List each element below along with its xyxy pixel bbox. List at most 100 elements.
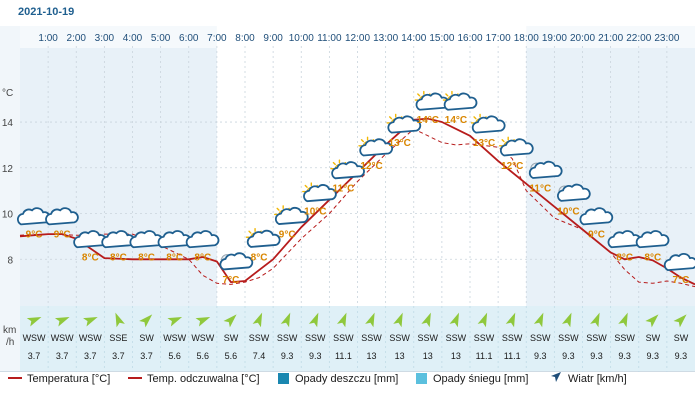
y-tick-label: 14 (2, 118, 14, 129)
wind-arrow-icon (449, 312, 459, 328)
wind-arrow-icon (673, 314, 687, 328)
wind-arrow-icon (83, 316, 98, 327)
wind-direction-label: SSW (389, 333, 410, 343)
wind-speed-label: 9.3 (675, 351, 688, 361)
hour-label: 5:00 (151, 33, 171, 44)
wind-arrow-icon (115, 312, 125, 328)
wind-arrow-icon (252, 312, 263, 328)
wind-direction-label: WSW (79, 333, 102, 343)
wind-arrow-icon (477, 312, 488, 328)
wind-direction-label: WSW (163, 333, 186, 343)
wind-unit-label: km (3, 325, 16, 336)
night-cloud-icon (528, 160, 563, 179)
wind-direction-label: SSE (109, 333, 127, 343)
sun-cloud-icon (470, 113, 506, 134)
hour-label: 19:00 (542, 33, 567, 44)
y-axis-strip (0, 26, 20, 372)
wind-speed-label: 5.6 (197, 351, 210, 361)
temperature-label: 8°C (166, 252, 183, 263)
y-tick-label: 12 (2, 164, 14, 175)
hour-label: 4:00 (123, 33, 143, 44)
wind-speed-label: 9.3 (618, 351, 631, 361)
wind-speed-label: 13 (423, 351, 433, 361)
temperature-label: 7°C (223, 275, 240, 286)
wind-speed-label: 3.7 (84, 351, 97, 361)
wind-arrow-icon (645, 314, 659, 328)
temperature-label: 9°C (54, 229, 71, 240)
wind-arrow-icon (365, 312, 375, 328)
temperature-label: 8°C (138, 252, 155, 263)
hour-label: 14:00 (401, 33, 426, 44)
temperature-label: 12°C (360, 161, 382, 172)
wind-speed-label: 3.7 (112, 351, 125, 361)
hourly-temperature-chart: 1:00 2:00 3:00 4:00 5:00 6:00 7:00 8:00 9:00 10:0… (0, 26, 695, 372)
wind-speed-label: 3.7 (56, 351, 69, 361)
temperature-label: 8°C (110, 252, 127, 263)
wind-speed-label: 3.7 (28, 351, 41, 361)
hour-label: 8:00 (235, 33, 255, 44)
wind-speed-label: 9.3 (281, 351, 294, 361)
legend-feels-like: Temp. odczuwalna [°C] (128, 372, 260, 386)
y-tick-label: 10 (2, 210, 14, 221)
hour-header-background (20, 26, 695, 48)
night-cloud-icon (557, 183, 591, 202)
temperature-label: 10°C (557, 207, 579, 218)
sun-cloud-icon (442, 90, 478, 111)
forecast-date: 2021-10-19 (18, 6, 75, 18)
hour-label: 20:00 (570, 33, 595, 44)
wind-arrow-icon (533, 312, 544, 328)
temperature-label: 8°C (616, 252, 633, 263)
y-tick-label: 8 (7, 255, 13, 266)
hour-label: 2:00 (67, 33, 87, 44)
wind-arrow-icon (54, 316, 70, 327)
hour-label: 10:00 (289, 33, 314, 44)
hour-label: 3:00 (95, 33, 115, 44)
wind-direction-label: SSW (502, 333, 523, 343)
legend-wind: Wiatr [km/h] (550, 372, 627, 386)
cloud-icon (45, 207, 79, 226)
wind-speed-label: 11.1 (476, 351, 493, 361)
sun-cloud-icon (330, 159, 365, 180)
temperature-label: 9°C (279, 229, 296, 240)
temperature-label: 12°C (501, 161, 523, 172)
y-unit-label: °C (2, 88, 13, 99)
temperature-label: 8°C (194, 252, 211, 263)
wind-direction-label: SSW (277, 333, 298, 343)
wind-arrow-icon (618, 312, 628, 328)
legend-temperature: Temperatura [°C] (8, 372, 110, 386)
wind-speed-label: 13 (395, 351, 405, 361)
wind-arrow-icon (551, 372, 561, 383)
wind-direction-label: SSW (614, 333, 635, 343)
temperature-label: 14°C (417, 115, 439, 126)
temperature-label: 9°C (26, 229, 43, 240)
temperature-label: 8°C (82, 252, 99, 263)
legend: Temperatura [°C] Temp. odczuwalna [°C] O… (0, 372, 695, 408)
sun-cloud-icon (273, 205, 309, 225)
wind-arrow-icon (561, 312, 572, 328)
wind-direction-label: SSW (333, 333, 354, 343)
wind-direction-label: SSW (586, 333, 607, 343)
cloud-icon (663, 253, 695, 272)
night-cloud-icon (219, 252, 254, 271)
wind-speed-label: 5.6 (168, 351, 181, 361)
wind-direction-label: WSW (23, 333, 46, 343)
temperature-label: 14°C (445, 115, 467, 126)
wind-speed-label: 9.3 (534, 351, 547, 361)
hour-label: 22:00 (626, 33, 651, 44)
cloud-icon (579, 207, 614, 226)
wind-arrow-icon (393, 312, 403, 328)
wind-arrow-icon (505, 312, 516, 328)
wind-arrow-icon (26, 316, 42, 327)
temperature-label: 9°C (588, 229, 605, 240)
wind-speed-label: 9.3 (562, 351, 575, 361)
wind-direction-label: SSW (474, 333, 495, 343)
sun-cloud-icon (358, 136, 394, 157)
wind-direction-label: SSW (418, 333, 439, 343)
sun-cloud-icon (245, 228, 281, 248)
temperature-label: 8°C (644, 252, 661, 263)
wind-speed-label: 9.3 (590, 351, 603, 361)
temperature-label: 13°C (389, 138, 411, 149)
hour-label: 23:00 (654, 33, 679, 44)
hour-label: 15:00 (429, 33, 454, 44)
